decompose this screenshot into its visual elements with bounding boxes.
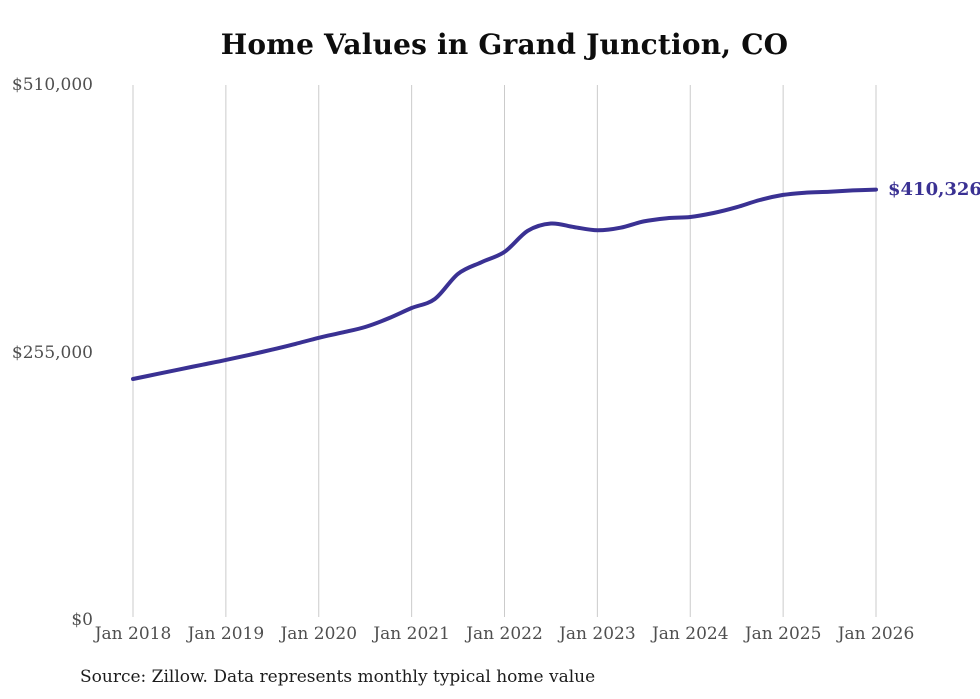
x-axis-tick-label: Jan 2019 — [187, 624, 265, 644]
source-note: Source: Zillow. Data represents monthly … — [80, 667, 596, 687]
x-axis-tick-label: Jan 2025 — [744, 624, 822, 644]
y-axis-tick-label: $255,000 — [11, 342, 93, 363]
x-axis-tick-label: Jan 2024 — [651, 624, 729, 644]
home-value-line — [131, 187, 878, 381]
x-axis-tick-label: Jan 2026 — [837, 624, 915, 644]
y-axis-tick-label: $510,000 — [11, 75, 93, 95]
x-axis-tick-label: Jan 2022 — [466, 624, 543, 644]
x-axis-tick-label: Jan 2018 — [94, 624, 172, 644]
chart-title: Home Values in Grand Junction, CO — [220, 28, 789, 61]
x-axis-tick-label: Jan 2020 — [280, 624, 358, 644]
x-axis-tick-label: Jan 2021 — [373, 624, 450, 644]
latest-value-label: $410,326 — [888, 178, 980, 200]
x-axis-tick-label: Jan 2023 — [559, 624, 636, 644]
y-axis-tick-label: $0 — [71, 610, 93, 630]
